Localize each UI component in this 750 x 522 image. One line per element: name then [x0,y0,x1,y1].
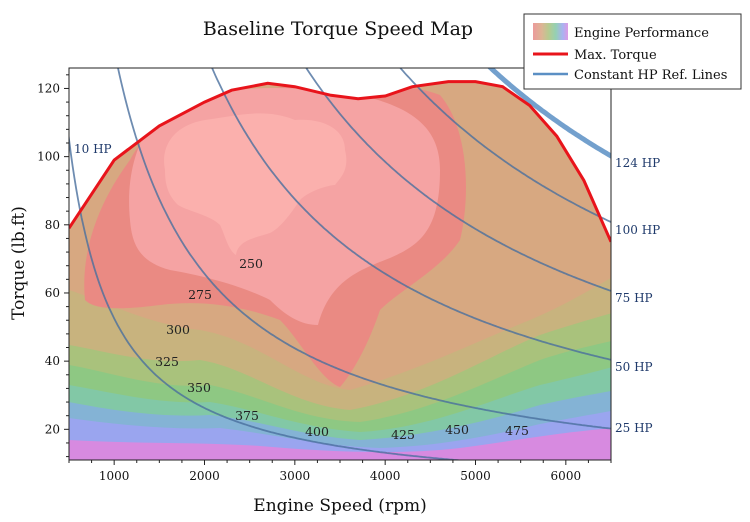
y-tick-label: 20 [45,422,60,436]
hp-label: 124 HP [615,156,660,170]
axes: 1000 2000 3000 4000 5000 6000 20 40 60 80 100 120 [37,67,612,483]
contour-label: 325 [155,354,179,369]
hp-line-100 [399,68,611,224]
band-bsfc-475 [69,428,611,460]
contour-label: 250 [239,256,263,271]
hp-line-50 [211,68,611,361]
hp-label: 100 HP [615,223,660,237]
chart-title: Baseline Torque Speed Map [203,18,473,40]
contour-label: 425 [391,427,415,442]
x-tick-label: 2000 [189,469,220,483]
contour-label: 300 [166,322,190,337]
legend: Engine Performance Max. Torque Constant … [523,13,742,90]
contour-label: 375 [235,408,259,423]
x-axis-ticks: 1000 2000 3000 4000 5000 6000 [68,460,612,483]
x-tick-label: 5000 [460,469,491,483]
x-tick-label: 6000 [551,469,582,483]
hp-line-124 [487,68,611,159]
hp-labels: 10 HP 25 HP 50 HP 75 HP 100 HP 124 HP [74,142,660,435]
hp-label: 50 HP [615,360,653,374]
y-tick-label: 120 [37,81,60,95]
hp-label: 25 HP [615,421,653,435]
hp-label: 75 HP [615,291,653,305]
y-axis-label: Torque (lb.ft) [9,206,29,320]
y-tick-label: 40 [45,354,60,368]
contour-labels: 250 275 300 325 350 375 400 425 450 475 [155,256,529,442]
plot-area [69,68,611,460]
contour-label: 450 [445,422,469,437]
efficiency-bands [69,81,611,460]
y-axis-ticks: 20 40 60 80 100 120 [37,74,69,458]
legend-label-engine-performance: Engine Performance [574,26,709,41]
band-bsfc-250-core [164,113,347,255]
x-tick-label: 1000 [99,469,130,483]
legend-swatch-engine-performance [533,23,568,40]
hp-line-75 [305,68,611,292]
x-tick-label: 3000 [280,469,311,483]
x-axis-label: Engine Speed (rpm) [253,496,426,516]
contour-label: 400 [305,424,329,439]
legend-label-max-torque: Max. Torque [574,48,657,63]
contour-label: 475 [505,423,529,438]
contour-label: 275 [188,287,212,302]
legend-label-constant-hp: Constant HP Ref. Lines [574,68,727,83]
hp-line-25 [117,68,611,430]
y-tick-label: 100 [37,150,60,164]
hp-line-10 [69,131,466,460]
contour-label: 350 [187,380,211,395]
y-tick-label: 80 [45,218,60,232]
constant-hp-lines [69,68,611,460]
y-tick-label: 60 [45,286,60,300]
max-torque-line [69,80,611,243]
hp-label: 10 HP [74,142,112,156]
x-tick-label: 4000 [370,469,401,483]
